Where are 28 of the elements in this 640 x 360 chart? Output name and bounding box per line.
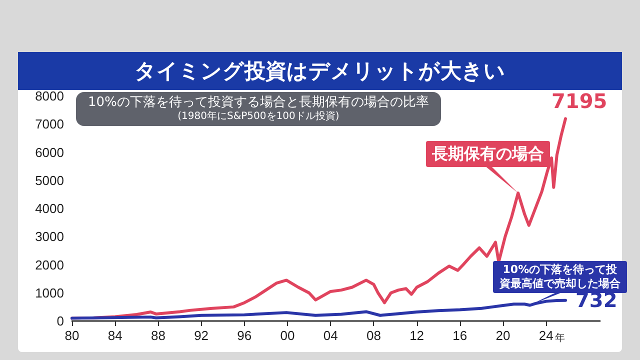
y-tick-label: 2000: [35, 257, 64, 272]
annotation: (1980年にS&P500を100ドル投資): [176, 111, 340, 123]
y-tick-label: 1000: [35, 285, 64, 300]
y-tick-label: 6000: [35, 144, 64, 160]
x-tick-label: 08: [366, 328, 381, 343]
x-tick-label: 24: [538, 328, 554, 343]
y-tick-label: 0: [56, 314, 64, 328]
x-axis-title: 年: [555, 332, 566, 345]
y-tick-label: 8000: [35, 88, 64, 104]
chart-subtitle: 10%の下落を待って投資する場合と長期保有の場合の比率: [88, 95, 429, 110]
x-tick-label: 12: [410, 328, 424, 343]
x-tick-label: 20: [496, 328, 510, 343]
y-tick-label: 4000: [35, 201, 64, 216]
annotation: 10%の下落を待って投資最高値で売却した場合: [492, 261, 627, 294]
x-tick-label: 16: [452, 328, 468, 343]
x-tick-label: 96: [237, 328, 252, 343]
x-tick-label: 92: [194, 328, 209, 343]
y-tick-label: 3000: [35, 229, 64, 244]
x-tick-label: 88: [150, 328, 166, 343]
annotation: 7195: [552, 88, 608, 113]
x-tick-label: 80: [64, 328, 80, 343]
chart-title: タイミング投資はデメリットが大きい: [18, 52, 622, 90]
annotation: 長期保有の場合: [426, 141, 550, 168]
y-tick-label: 5000: [35, 172, 64, 188]
x-tick-label: 04: [323, 328, 338, 343]
y-tick-label: 7000: [35, 116, 64, 132]
x-tick-label: 84: [108, 328, 122, 343]
x-tick-label: 00: [280, 328, 295, 343]
